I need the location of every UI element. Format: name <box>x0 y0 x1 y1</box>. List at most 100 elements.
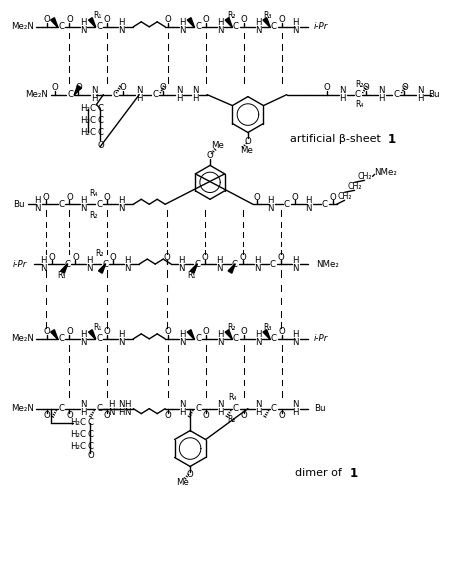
Text: H: H <box>124 256 130 265</box>
Text: R₃: R₃ <box>264 324 272 332</box>
Text: C: C <box>87 418 94 427</box>
Text: i-Pr: i-Pr <box>314 22 328 32</box>
Text: O: O <box>241 411 248 420</box>
Polygon shape <box>187 330 194 339</box>
Text: O: O <box>97 141 104 150</box>
Text: O: O <box>87 451 94 460</box>
Text: O: O <box>51 83 58 92</box>
Text: H: H <box>192 94 198 103</box>
Text: N: N <box>80 400 87 409</box>
Text: C: C <box>195 22 201 32</box>
Text: C: C <box>195 335 201 343</box>
Text: N: N <box>217 26 223 35</box>
Text: R₂: R₂ <box>228 324 236 332</box>
Text: H: H <box>136 94 143 103</box>
Text: H: H <box>178 256 184 265</box>
Text: H: H <box>118 408 125 417</box>
Text: R₄: R₄ <box>356 100 364 109</box>
Text: H: H <box>216 256 222 265</box>
Text: O: O <box>66 15 73 25</box>
Text: Me₂N: Me₂N <box>25 90 48 99</box>
Text: H: H <box>108 400 115 409</box>
Text: N: N <box>255 26 261 35</box>
Text: O: O <box>241 15 248 25</box>
Text: N: N <box>255 338 261 347</box>
Text: H: H <box>378 94 385 103</box>
Polygon shape <box>61 264 68 273</box>
Text: O: O <box>323 83 330 92</box>
Text: O: O <box>253 193 260 202</box>
Text: O: O <box>278 253 284 262</box>
Text: H: H <box>417 94 423 103</box>
Text: O: O <box>110 253 117 262</box>
Text: Me: Me <box>176 478 189 487</box>
Text: O: O <box>202 15 209 25</box>
Text: N: N <box>118 338 125 347</box>
Text: R₄: R₄ <box>89 189 98 198</box>
Text: CH₂: CH₂ <box>338 192 352 201</box>
Text: C: C <box>355 90 360 99</box>
Text: N: N <box>417 86 423 95</box>
Text: O: O <box>72 253 79 262</box>
Text: N: N <box>179 400 185 409</box>
Polygon shape <box>89 330 95 339</box>
Text: C: C <box>232 259 238 269</box>
Text: H: H <box>217 408 223 417</box>
Text: 1: 1 <box>350 467 358 480</box>
Text: H: H <box>254 256 260 265</box>
Text: C: C <box>322 200 328 208</box>
Text: N: N <box>176 86 182 95</box>
Text: H₂C: H₂C <box>81 128 96 137</box>
Text: C: C <box>96 335 103 343</box>
Text: O: O <box>241 328 248 336</box>
Text: O: O <box>104 328 111 336</box>
Text: O: O <box>165 411 171 420</box>
Text: H₂C: H₂C <box>71 442 86 451</box>
Text: N: N <box>124 263 130 273</box>
Text: H: H <box>34 196 41 205</box>
Text: N: N <box>192 86 198 95</box>
Text: H: H <box>306 196 312 205</box>
Text: H: H <box>217 331 223 339</box>
Text: C: C <box>87 442 94 451</box>
Polygon shape <box>228 264 235 273</box>
Text: N: N <box>80 338 87 347</box>
Text: O: O <box>202 328 209 336</box>
Text: C: C <box>194 259 200 269</box>
Text: C: C <box>271 22 277 32</box>
Text: O: O <box>104 411 111 420</box>
Text: H: H <box>80 331 87 339</box>
Text: H: H <box>80 408 87 417</box>
Text: NMe₂: NMe₂ <box>316 259 338 269</box>
Text: N: N <box>306 204 312 213</box>
Text: O: O <box>165 328 171 336</box>
Polygon shape <box>263 330 270 339</box>
Text: H: H <box>179 408 185 417</box>
Text: H: H <box>217 18 223 27</box>
Text: O: O <box>164 253 171 262</box>
Text: N: N <box>80 26 87 35</box>
Text: H: H <box>268 196 274 205</box>
Polygon shape <box>51 18 58 27</box>
Text: i-Pr: i-Pr <box>13 259 27 269</box>
Text: C: C <box>233 22 239 32</box>
Polygon shape <box>89 18 95 27</box>
Text: C: C <box>64 259 71 269</box>
Text: N: N <box>124 408 130 417</box>
Text: O: O <box>43 15 50 25</box>
Text: O: O <box>66 328 73 336</box>
Text: N: N <box>292 26 299 35</box>
Text: N: N <box>136 86 143 95</box>
Text: C: C <box>233 335 239 343</box>
Text: R₃: R₃ <box>264 11 272 20</box>
Polygon shape <box>51 330 58 339</box>
Text: N: N <box>216 263 222 273</box>
Text: C: C <box>87 430 94 439</box>
Text: dimer of: dimer of <box>295 468 345 478</box>
Text: C: C <box>270 259 276 269</box>
Text: O: O <box>48 253 55 262</box>
Text: H: H <box>91 94 98 103</box>
Text: C: C <box>271 335 277 343</box>
Text: O: O <box>279 328 285 336</box>
Text: H: H <box>179 18 185 27</box>
